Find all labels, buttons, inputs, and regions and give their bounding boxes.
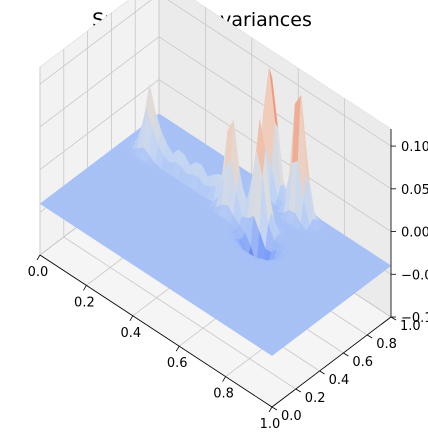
- y-tick-label: 0.2: [305, 391, 326, 406]
- x-tick-label: 0.8: [213, 387, 234, 402]
- y-tick-mark: [390, 316, 397, 321]
- x-tick-label: 0.0: [28, 265, 49, 280]
- x-tick-label: 0.4: [120, 326, 141, 341]
- y-tick-label: 0.8: [376, 337, 397, 352]
- y-tick-mark: [271, 406, 278, 411]
- y-axis-line: [271, 316, 392, 408]
- z-tick-label: 0.10: [401, 140, 428, 155]
- y-tick-label: 0.0: [281, 409, 302, 424]
- z-tick-label: −0.05: [401, 268, 428, 283]
- grid-line-z: [39, 36, 160, 128]
- grid-line-z: [39, 79, 160, 170]
- x-tick-mark: [129, 315, 134, 322]
- z-tick-label: 0.00: [401, 226, 428, 241]
- surface-patch: [265, 349, 276, 356]
- axis-lines: [36, 129, 397, 413]
- grid-line-z: [39, 0, 152, 85]
- x-tick-label: 0.2: [74, 295, 95, 310]
- z-tick-label: 0.05: [401, 183, 428, 198]
- tick-labels: 0.00.20.40.60.81.00.00.20.40.60.81.0−0.1…: [28, 140, 428, 432]
- x-tick-label: 1.0: [260, 417, 281, 432]
- y-tick-label: 1.0: [400, 319, 421, 334]
- y-tick-label: 0.6: [352, 355, 373, 370]
- y-tick-mark: [343, 352, 349, 357]
- x-tick-label: 0.6: [167, 356, 188, 371]
- surface-mesh: [39, 68, 392, 356]
- grid-line-z: [167, 0, 392, 147]
- x-axis-line: [39, 254, 273, 408]
- x-tick-mark: [36, 254, 41, 261]
- y-tick-mark: [295, 388, 302, 393]
- x-tick-mark: [222, 376, 226, 382]
- x-tick-mark: [268, 406, 273, 413]
- y-tick-mark: [319, 370, 325, 375]
- grid-line-y: [63, 236, 297, 390]
- y-tick-label: 0.4: [329, 373, 350, 388]
- x-tick-mark: [175, 345, 180, 352]
- x-tick-mark: [83, 285, 87, 291]
- y-tick-mark: [366, 334, 373, 339]
- z-tick-label: −0.10: [401, 311, 428, 326]
